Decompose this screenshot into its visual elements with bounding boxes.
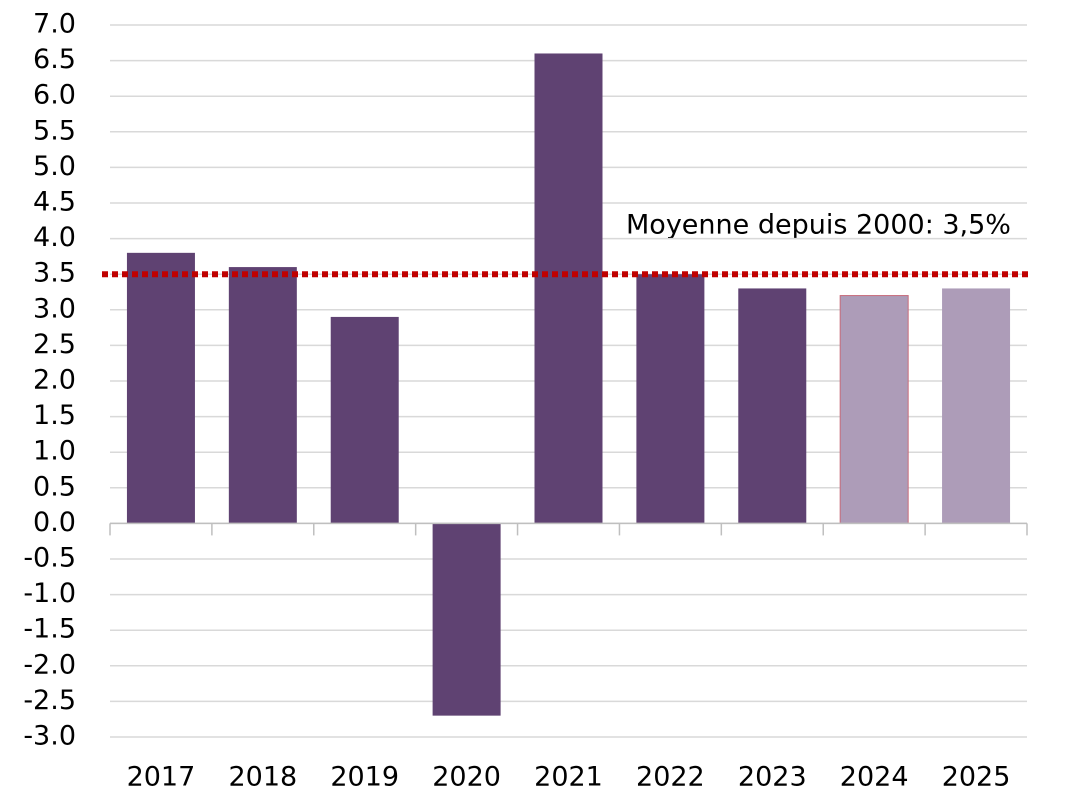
y-tick-label: 1.5 <box>33 400 76 431</box>
bar <box>228 267 297 524</box>
y-tick-label: 6.0 <box>33 80 76 111</box>
y-tick-label: -1.0 <box>23 578 76 609</box>
x-tick-label: 2023 <box>738 762 807 793</box>
y-tick-label: 2.5 <box>33 329 76 360</box>
x-tick-label: 2021 <box>534 762 603 793</box>
y-tick-label: -3.0 <box>23 721 76 752</box>
y-tick-label: -0.5 <box>23 543 76 574</box>
bar <box>534 53 603 524</box>
y-tick-label: 5.0 <box>33 151 76 182</box>
bar <box>126 252 195 524</box>
bar <box>330 316 399 524</box>
y-tick-label: 2.0 <box>33 365 76 396</box>
x-tick-label: 2024 <box>840 762 909 793</box>
y-tick-label: 5.5 <box>33 115 76 146</box>
x-tick-label: 2022 <box>636 762 705 793</box>
bar <box>636 274 705 524</box>
y-tick-label: -1.5 <box>23 614 76 645</box>
y-tick-label: 4.0 <box>33 222 76 253</box>
bar <box>942 288 1011 524</box>
x-tick-label: 2019 <box>330 762 399 793</box>
y-tick-label: 7.0 <box>33 9 76 40</box>
x-tick-label: 2025 <box>942 762 1011 793</box>
y-tick-label: -2.0 <box>23 649 76 680</box>
x-tick-label: 2020 <box>432 762 501 793</box>
bar <box>738 288 807 524</box>
average-annotation: Moyenne depuis 2000: 3,5% <box>626 210 1011 241</box>
x-tick-label: 2018 <box>228 762 297 793</box>
y-tick-label: 0.0 <box>33 507 76 538</box>
y-tick-label: 3.5 <box>33 258 76 289</box>
bar <box>432 523 501 716</box>
y-tick-label: 3.0 <box>33 293 76 324</box>
y-tick-label: -2.5 <box>23 685 76 716</box>
x-tick-label: 2017 <box>127 762 196 793</box>
y-tick-label: 6.5 <box>33 44 76 75</box>
y-tick-label: 0.5 <box>33 471 76 502</box>
y-tick-label: 4.5 <box>33 187 76 218</box>
bar <box>839 295 909 524</box>
y-tick-label: 1.0 <box>33 436 76 467</box>
